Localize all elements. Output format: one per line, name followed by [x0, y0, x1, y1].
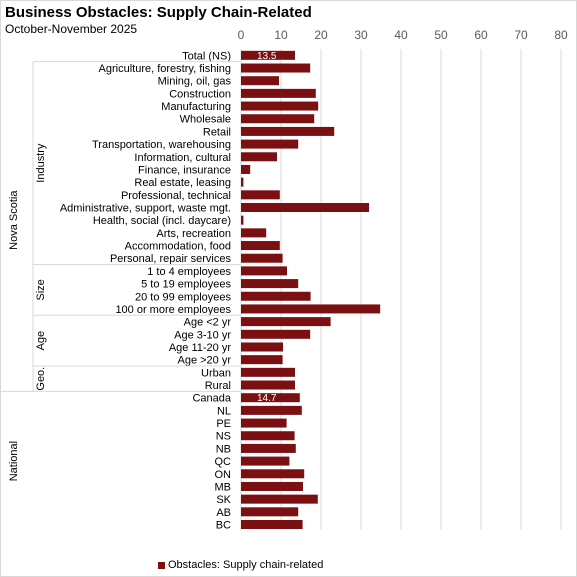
- bar: [241, 63, 311, 73]
- category-label: Mining, oil, gas: [158, 76, 232, 88]
- bar: [241, 494, 318, 504]
- bar: [241, 431, 295, 441]
- bar: [241, 114, 315, 124]
- bar: [241, 469, 305, 479]
- bar: [241, 177, 244, 187]
- bar: [241, 152, 277, 162]
- group-label: Size: [35, 279, 47, 300]
- category-label: SK: [216, 494, 231, 506]
- category-label: Health, social (incl. daycare): [93, 215, 231, 227]
- bar: [241, 253, 283, 263]
- category-label: NB: [216, 443, 231, 455]
- x-tick-label: 0: [238, 28, 245, 42]
- group-label: Age: [35, 331, 47, 351]
- x-tick-label: 50: [434, 28, 448, 42]
- category-label: 100 or more employees: [115, 304, 231, 316]
- bar: [241, 304, 381, 314]
- category-label: Transportation, warehousing: [92, 139, 231, 151]
- bar: [241, 126, 335, 136]
- bar: [241, 393, 300, 403]
- category-label: Rural: [205, 380, 231, 392]
- bar: [241, 139, 299, 149]
- category-label: Personal, repair services: [110, 253, 232, 265]
- bar: [241, 50, 295, 60]
- x-tick-label: 10: [274, 28, 288, 42]
- data-label: 14.7: [257, 393, 277, 404]
- group-label: Industry: [35, 143, 47, 183]
- category-label: BC: [216, 520, 231, 532]
- category-label: 1 to 4 employees: [147, 266, 231, 278]
- category-label: QC: [215, 456, 232, 468]
- category-label: Information, cultural: [134, 152, 231, 164]
- legend-label: Obstacles: Supply chain-related: [168, 559, 324, 571]
- category-label: NS: [216, 431, 231, 443]
- category-label: Age 3-10 yr: [174, 329, 231, 341]
- group-label: Geo.: [35, 367, 47, 391]
- x-tick-label: 70: [514, 28, 528, 42]
- category-label: MB: [215, 481, 232, 493]
- group-label: National: [8, 441, 20, 481]
- category-label: 5 to 19 employees: [141, 279, 231, 291]
- category-label: Urban: [201, 367, 231, 379]
- data-label: 13.5: [257, 51, 277, 62]
- bar: [241, 380, 295, 390]
- bar: [241, 228, 267, 238]
- x-tick-label: 30: [354, 28, 368, 42]
- category-label: Retail: [203, 126, 231, 138]
- bar: [241, 215, 244, 225]
- legend: Obstacles: Supply chain-related: [158, 559, 323, 571]
- category-label: Age >20 yr: [177, 355, 231, 367]
- bar: [241, 456, 290, 466]
- bar: [241, 190, 280, 200]
- category-label: Manufacturing: [161, 101, 231, 113]
- bar: [241, 241, 280, 251]
- category-label: Finance, insurance: [138, 164, 231, 176]
- category-label: Canada: [192, 393, 231, 405]
- category-label: NL: [217, 405, 231, 417]
- bar: [241, 481, 303, 491]
- bar: [241, 76, 279, 86]
- bar: [241, 355, 283, 365]
- category-label: PE: [216, 418, 231, 430]
- bar: [241, 266, 287, 276]
- bar: [241, 101, 319, 111]
- category-label: Age 11-20 yr: [169, 342, 232, 354]
- x-tick-label: 20: [314, 28, 328, 42]
- category-label: Accommodation, food: [125, 241, 231, 253]
- bar: [241, 317, 331, 327]
- category-label: Administrative, support, waste mgt.: [60, 203, 231, 215]
- category-label: Real estate, leasing: [134, 177, 231, 189]
- chart-title: Business Obstacles: Supply Chain-Related: [5, 4, 312, 21]
- category-label: Total (NS): [182, 50, 231, 62]
- category-label: Age <2 yr: [184, 317, 232, 329]
- category-label: AB: [216, 507, 231, 519]
- bar: [241, 279, 299, 289]
- group-label: Nova Scotia: [8, 190, 20, 250]
- bar: [241, 164, 251, 174]
- bar: [241, 329, 311, 339]
- bar: [241, 520, 303, 529]
- bar: [241, 418, 287, 428]
- bar: [241, 291, 311, 301]
- bar: [241, 342, 283, 352]
- x-tick-label: 40: [394, 28, 408, 42]
- x-tick-label: 60: [474, 28, 488, 42]
- category-label: Agriculture, forestry, fishing: [99, 63, 231, 75]
- category-label: Construction: [169, 88, 231, 100]
- x-tick-label: 80: [554, 28, 568, 42]
- category-label: Arts, recreation: [156, 228, 231, 240]
- bar: [241, 88, 316, 98]
- bar: [241, 443, 296, 453]
- bar: [241, 203, 369, 212]
- bar: [241, 367, 295, 377]
- category-label: Wholesale: [180, 114, 231, 126]
- chart-subtitle: October-November 2025: [5, 22, 138, 36]
- legend-swatch: [158, 561, 165, 569]
- category-label: 20 to 99 employees: [135, 291, 232, 303]
- category-label: ON: [215, 469, 232, 481]
- bar: [241, 405, 302, 415]
- category-label: Professional, technical: [121, 190, 231, 202]
- bar: [241, 507, 299, 517]
